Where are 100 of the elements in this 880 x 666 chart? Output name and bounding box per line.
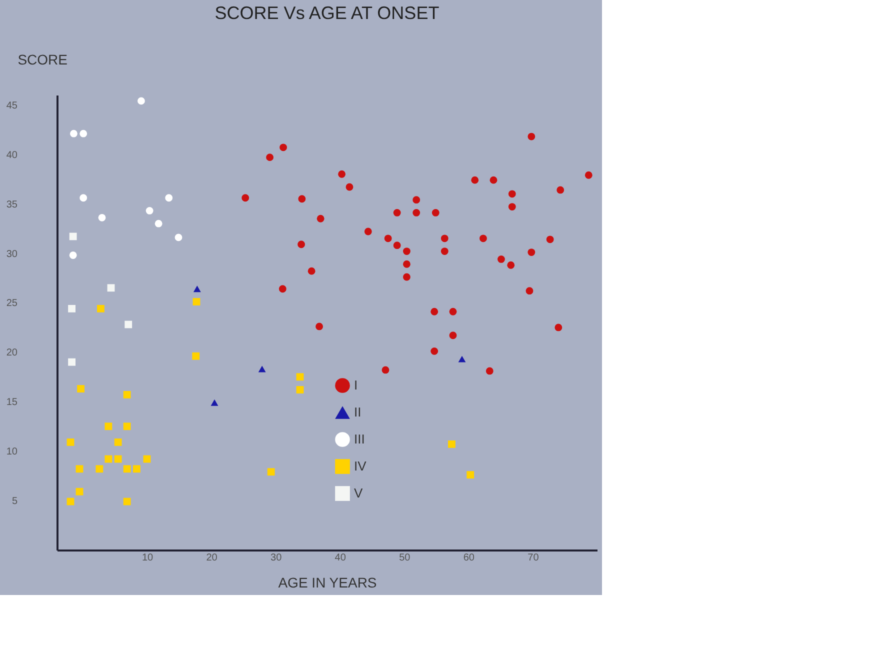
point: [440, 248, 448, 255]
point: [210, 399, 218, 406]
point: [174, 234, 182, 242]
point: [316, 322, 323, 330]
legend-label: IV: [354, 458, 367, 474]
point: [393, 209, 401, 216]
x-tick-label: 40: [334, 552, 346, 564]
point: [449, 308, 457, 316]
point: [154, 220, 162, 228]
point: [448, 440, 456, 448]
point: [430, 308, 438, 316]
x-tick-label: 70: [528, 552, 540, 564]
point: [308, 267, 316, 275]
point: [68, 304, 76, 312]
point: [338, 170, 346, 178]
point: [554, 324, 562, 332]
point: [165, 194, 173, 202]
point: [403, 260, 410, 268]
point: [296, 373, 304, 381]
point: [266, 154, 274, 162]
point: [104, 422, 112, 430]
point: [76, 488, 84, 496]
point: [346, 183, 354, 191]
point: [114, 455, 122, 463]
point: [498, 255, 505, 263]
point: [449, 332, 457, 340]
point: [412, 209, 420, 216]
point: [69, 232, 77, 240]
point: [382, 366, 390, 374]
x-axis-title: AGE IN YEARS: [278, 574, 377, 590]
point: [146, 207, 154, 214]
y-tick-label: 40: [6, 150, 18, 161]
point: [69, 252, 77, 259]
point: [138, 97, 145, 105]
point: [193, 286, 201, 292]
point: [280, 144, 287, 152]
point: [68, 358, 76, 366]
point: [278, 285, 286, 293]
point: [242, 194, 250, 202]
legend-label: I: [354, 378, 358, 392]
point: [364, 228, 372, 236]
point: [66, 438, 74, 446]
point: [432, 209, 440, 216]
point: [528, 132, 536, 140]
point: [480, 234, 487, 242]
point: [70, 130, 78, 138]
y-tick-label: 10: [6, 446, 18, 458]
point: [546, 236, 554, 244]
point: [403, 273, 410, 281]
legend-label: II: [354, 404, 362, 420]
x-tick-label: 50: [399, 552, 411, 564]
x-tick-label: 60: [463, 552, 475, 564]
point: [123, 391, 131, 398]
point: [490, 176, 498, 184]
y-tick-label: 15: [6, 397, 18, 408]
point: [258, 366, 266, 372]
point: [123, 465, 131, 473]
point: [466, 471, 474, 479]
point: [298, 195, 306, 203]
point: [123, 498, 131, 506]
point: [384, 234, 392, 242]
point: [124, 320, 132, 328]
point: [77, 385, 84, 392]
point: [107, 284, 115, 292]
point: [430, 347, 438, 355]
point: [114, 438, 122, 446]
point: [80, 130, 88, 138]
y-axis-title: SCORE: [18, 52, 68, 68]
x-tick-label: 20: [206, 552, 218, 564]
point: [393, 242, 401, 250]
y-tick-label: 5: [12, 496, 18, 508]
point: [528, 248, 536, 256]
x-tick-label: 10: [142, 552, 154, 564]
point: [486, 367, 494, 375]
point: [192, 352, 200, 360]
point: [96, 465, 104, 473]
point: [80, 194, 88, 202]
y-tick-label: 20: [6, 348, 18, 359]
point: [440, 234, 448, 242]
x-tick-label: 30: [270, 552, 282, 564]
point: [192, 298, 200, 306]
point: [316, 214, 324, 222]
y-tick-label: 25: [6, 298, 18, 310]
point: [403, 248, 410, 255]
legend-label: V: [354, 486, 363, 500]
point: [556, 186, 564, 194]
point: [458, 356, 466, 362]
legend-label: III: [354, 432, 365, 446]
y-tick-label: 35: [6, 199, 18, 210]
point: [298, 240, 305, 248]
point: [507, 261, 515, 269]
point: [97, 304, 104, 312]
chart-title: SCORE Vs AGE AT ONSET: [214, 3, 440, 23]
y-tick-label: 30: [6, 248, 18, 260]
point: [508, 190, 516, 198]
point: [76, 465, 84, 473]
point: [98, 214, 106, 222]
point: [471, 176, 479, 184]
point: [133, 465, 140, 473]
point: [267, 468, 275, 476]
